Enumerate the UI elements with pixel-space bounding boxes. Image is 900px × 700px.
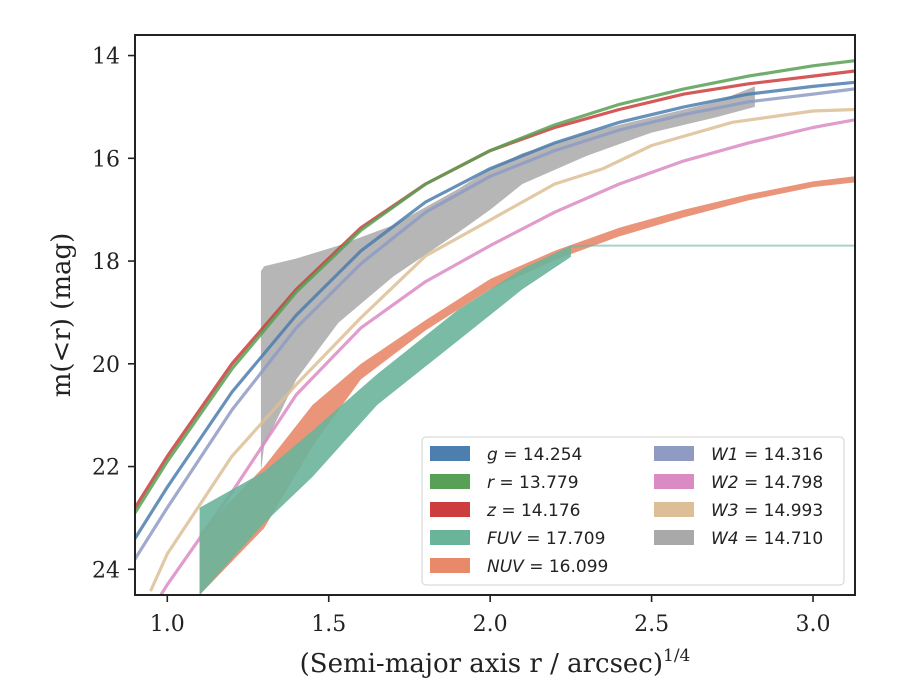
x-tick-label: 2.5 — [634, 612, 669, 637]
legend-entry: W2 = 14.798 — [711, 473, 823, 493]
y-tick-label: 22 — [92, 456, 120, 481]
y-tick-label: 20 — [92, 353, 120, 378]
legend-swatch — [654, 530, 694, 545]
legend-swatch — [430, 474, 470, 489]
legend: g = 14.254 r = 13.779 z = 14.176 FUV = 17.7… — [421, 436, 845, 586]
x-tick-label: 1.5 — [311, 612, 346, 637]
legend-entry: z = 14.176 — [486, 501, 580, 521]
legend-swatch — [654, 502, 694, 517]
series-g-line — [135, 80, 855, 541]
series-W3-line — [149, 107, 855, 592]
legend-box — [421, 436, 845, 586]
legend-entry: FUV = 17.709 — [487, 529, 605, 549]
chart-marks — [135, 59, 855, 595]
legend-swatch — [430, 530, 470, 545]
y-tick-label: 18 — [92, 250, 120, 275]
x-tick-label: 3.0 — [796, 612, 831, 637]
legend-entry: NUV = 16.099 — [487, 557, 608, 577]
y-tick-label: 14 — [92, 45, 120, 70]
legend-entry: r = 13.779 — [487, 473, 579, 493]
series-W4-band — [260, 86, 755, 472]
legend-swatch — [430, 558, 470, 573]
x-tick-label: 1.0 — [150, 612, 185, 637]
y-tick-label: 24 — [92, 558, 120, 583]
legend-swatch — [430, 502, 470, 517]
series-FUV-band — [199, 245, 571, 595]
plot-frame — [134, 34, 856, 596]
y-tick-label: 16 — [92, 147, 120, 172]
x-axis-label: (Semi-major axis r / arcsec)1/4 — [300, 646, 691, 679]
legend-swatch — [654, 474, 694, 489]
legend-entry: g = 14.254 — [487, 445, 582, 465]
y-axis-label: m(<r) (mag) — [47, 233, 77, 398]
axis-ticks: 1.0 1.5 2.0 2.5 3.0 14 16 18 20 22 24 — [92, 45, 831, 637]
series-FUV-ext-line — [569, 244, 855, 248]
x-tick-label: 2.0 — [473, 612, 508, 637]
legend-swatch — [654, 446, 694, 461]
legend-swatch — [430, 446, 470, 461]
legend-entry: W1 = 14.316 — [711, 445, 823, 465]
series-W1-line — [135, 87, 855, 561]
legend-entry: W3 = 14.993 — [711, 501, 823, 521]
legend-entry: W4 = 14.710 — [711, 529, 823, 549]
series-r-line — [135, 59, 855, 515]
